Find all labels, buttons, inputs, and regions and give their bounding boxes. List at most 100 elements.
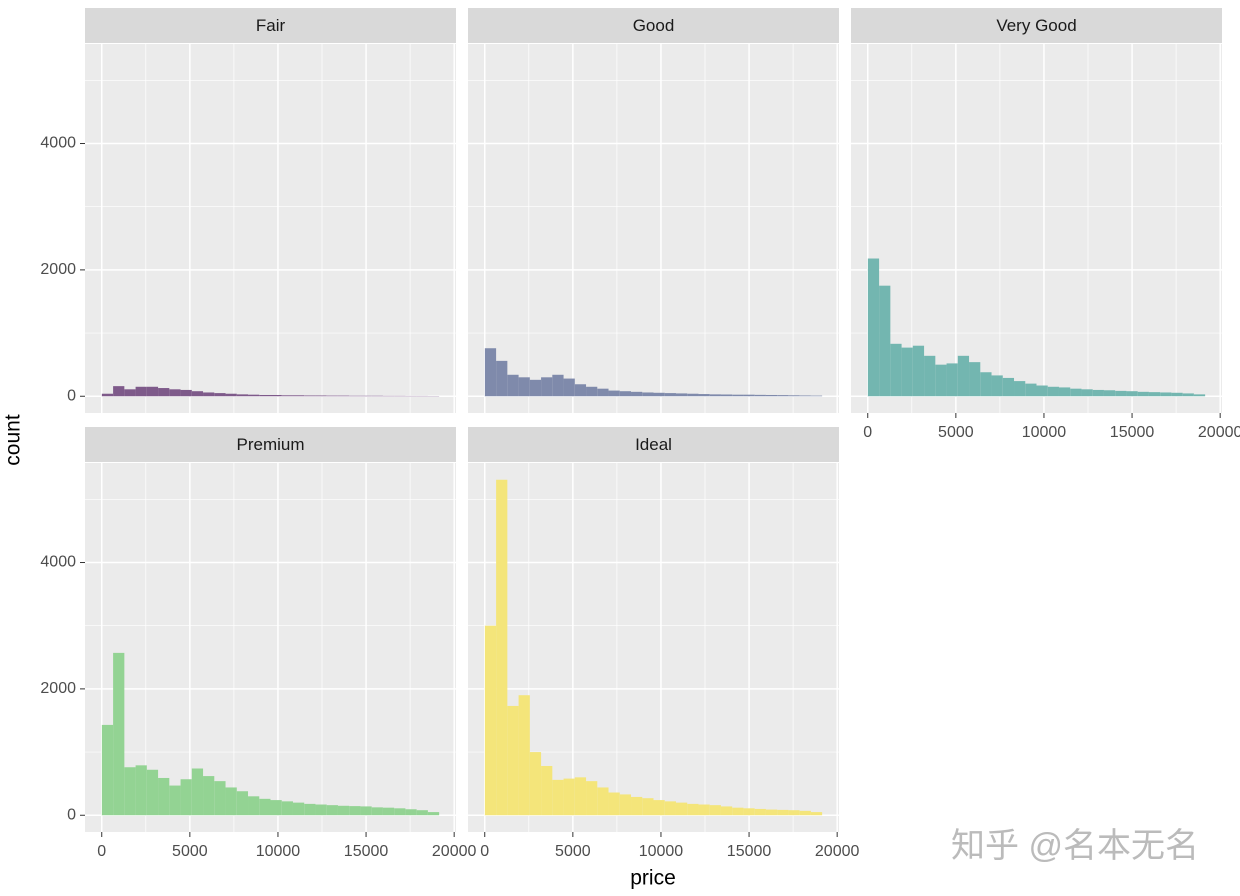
histogram-bar — [518, 377, 530, 397]
histogram-bar — [292, 802, 305, 816]
histogram-bar — [1081, 389, 1093, 397]
histogram-bar — [777, 809, 789, 816]
histogram-bar — [1002, 377, 1015, 397]
histogram-bar — [574, 384, 587, 397]
x-tick-label: 0 — [97, 843, 106, 860]
histogram-bar — [113, 386, 125, 397]
histogram-bar — [754, 808, 766, 816]
histogram-bar — [259, 394, 271, 397]
histogram-bar — [720, 806, 733, 816]
histogram-bar — [1182, 393, 1194, 397]
histogram-bar — [1092, 389, 1104, 397]
histogram-bar — [146, 386, 159, 397]
y-tick-label: 2000 — [40, 261, 76, 278]
strip-label: Fair — [256, 16, 286, 35]
histogram-bar — [563, 778, 575, 816]
y-tick-label: 4000 — [40, 554, 76, 571]
histogram-bar — [912, 345, 925, 397]
x-tick-label: 5000 — [172, 843, 208, 860]
histogram-bar — [270, 394, 282, 397]
histogram-bar — [1115, 390, 1127, 397]
histogram-bar — [675, 393, 688, 397]
histogram-bar — [484, 625, 497, 816]
histogram-bar — [642, 392, 654, 397]
histogram-bar — [563, 378, 575, 397]
histogram-bar — [101, 724, 114, 816]
x-tick-label: 15000 — [727, 843, 772, 860]
histogram-bar — [687, 393, 699, 397]
strip — [468, 427, 839, 462]
histogram-bar — [788, 395, 800, 397]
histogram-bar — [326, 395, 338, 397]
strip — [85, 8, 456, 43]
histogram-bar — [124, 389, 136, 397]
histogram-bar — [619, 391, 632, 397]
x-tick-label: 0 — [480, 843, 489, 860]
histogram-bar — [541, 377, 553, 397]
histogram-bar — [416, 810, 428, 816]
histogram-bar — [788, 810, 800, 816]
histogram-bar — [236, 394, 249, 397]
x-tick-label: 10000 — [639, 843, 684, 860]
x-tick-label: 10000 — [1022, 424, 1067, 441]
histogram-bar — [371, 395, 383, 397]
histogram-bar — [1025, 383, 1037, 397]
x-tick-label: 20000 — [1198, 424, 1240, 441]
histogram-bar — [304, 803, 316, 816]
histogram-bar — [552, 374, 564, 397]
strip — [851, 8, 1222, 43]
histogram-bar — [496, 479, 508, 816]
histogram-bar — [191, 391, 204, 397]
strip-label: Very Good — [996, 16, 1076, 35]
x-tick-label: 20000 — [432, 843, 477, 860]
histogram-bar — [315, 395, 327, 397]
histogram-bar — [653, 800, 665, 816]
x-tick-label: 5000 — [555, 843, 591, 860]
histogram-bar — [586, 781, 598, 816]
histogram-bar — [180, 389, 192, 397]
histogram-bar — [304, 395, 316, 397]
histogram-bar — [935, 364, 947, 397]
histogram-bar — [135, 765, 147, 816]
histogram-bar — [326, 805, 338, 816]
histogram-bar — [799, 395, 811, 397]
x-tick-label: 5000 — [938, 424, 974, 441]
histogram-bar — [113, 652, 125, 816]
panel — [468, 44, 839, 413]
histogram-bar — [225, 787, 237, 816]
histogram-bar — [732, 807, 744, 816]
histogram-bar — [337, 395, 350, 397]
histogram-bar — [1193, 394, 1206, 397]
histogram-bar — [810, 395, 823, 397]
histogram-bar — [292, 395, 305, 397]
histogram-bar — [529, 379, 542, 397]
histogram-bar — [1070, 388, 1082, 397]
histogram-bar — [574, 777, 587, 816]
histogram-bar — [799, 810, 811, 816]
histogram-bar — [642, 798, 654, 816]
histogram-bar — [709, 805, 721, 816]
histogram-bar — [765, 394, 778, 397]
histogram-bar — [946, 363, 958, 397]
histogram-bar — [1126, 391, 1138, 397]
histogram-bar — [191, 768, 204, 816]
histogram-bar — [135, 386, 147, 397]
histogram-bar — [371, 807, 383, 816]
histogram-bar — [765, 809, 778, 816]
histogram-bar — [901, 347, 913, 397]
histogram-bar — [1148, 392, 1161, 397]
histogram-bar — [1171, 392, 1183, 397]
x-tick-label: 0 — [863, 424, 872, 441]
x-tick-label: 15000 — [1110, 424, 1155, 441]
histogram-bar — [1014, 381, 1026, 397]
histogram-bar — [1058, 387, 1071, 397]
x-tick-label: 20000 — [815, 843, 860, 860]
histogram-bar — [754, 394, 766, 397]
histogram-bar — [1036, 385, 1048, 397]
histogram-bar — [214, 781, 226, 816]
histogram-bar — [248, 394, 260, 397]
histogram-bar — [1103, 390, 1116, 397]
histogram-bar — [169, 785, 181, 816]
histogram-bar — [158, 777, 170, 816]
